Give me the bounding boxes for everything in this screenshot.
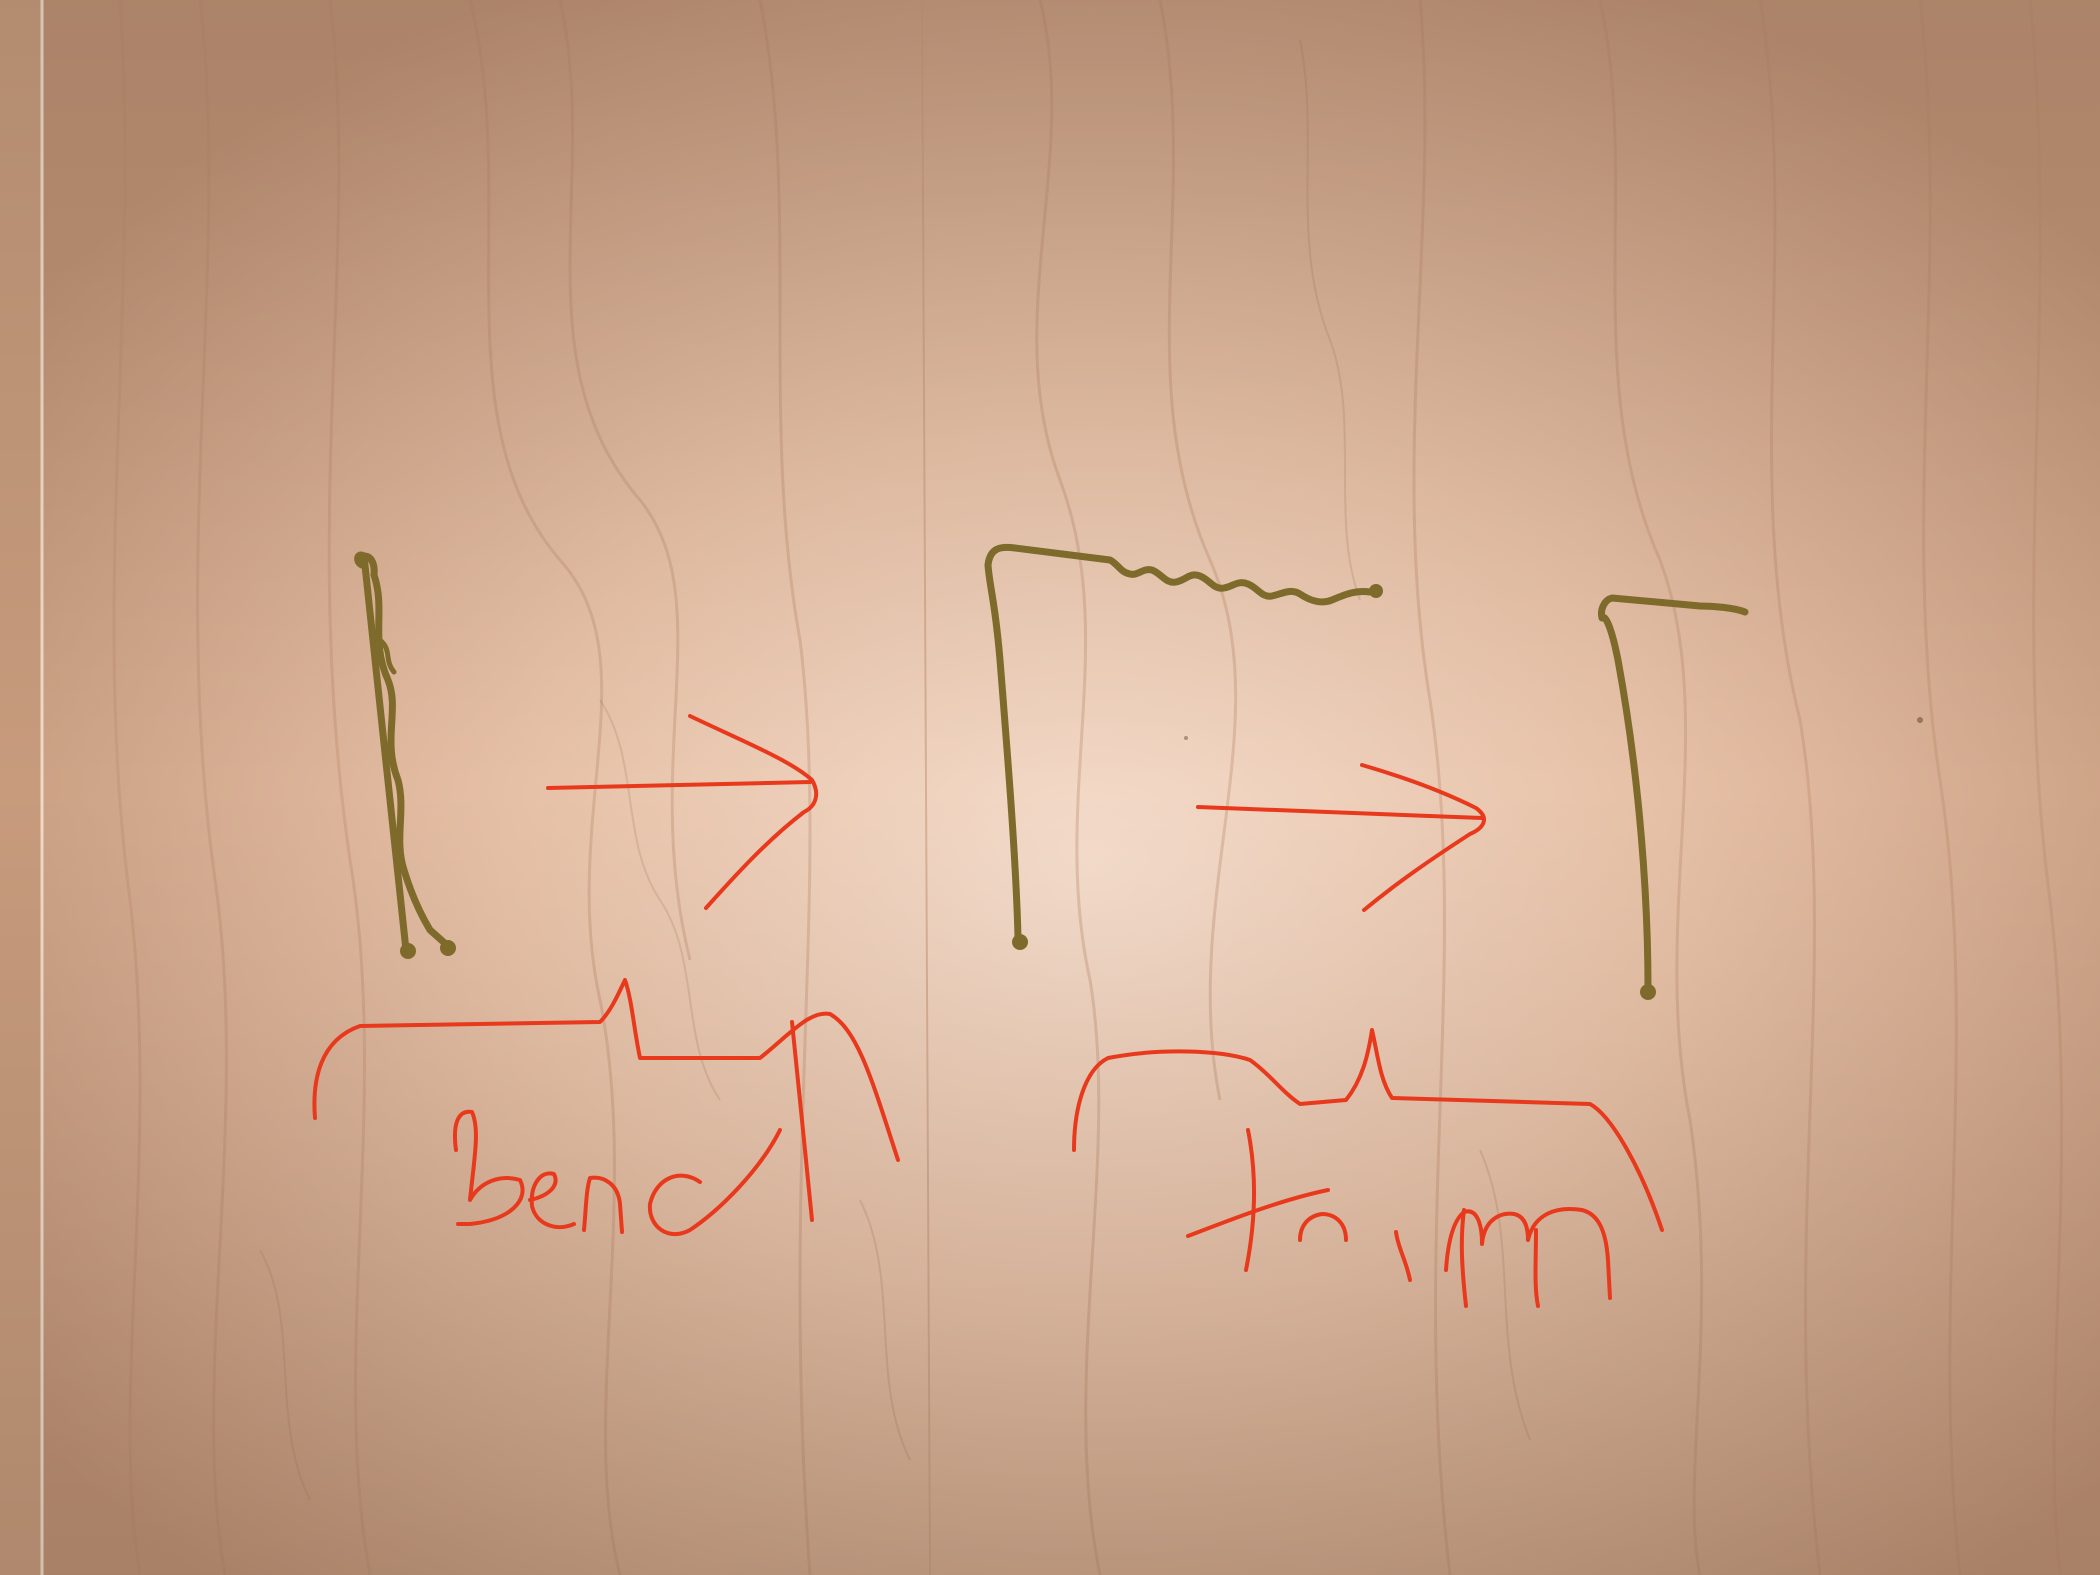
bobby-pin-original-tip-right bbox=[440, 940, 456, 956]
debris-spot bbox=[1184, 736, 1188, 740]
bobby-pin-trimmed-tip bbox=[1640, 984, 1656, 1000]
debris-spot bbox=[1917, 717, 1923, 723]
bobby-pin-bent bbox=[984, 543, 1374, 941]
arrow-trim-step bbox=[1196, 763, 1486, 912]
brace-trim bbox=[1072, 1028, 1664, 1232]
brace-bend bbox=[312, 978, 900, 1162]
bobby-pin-trimmed bbox=[1598, 594, 1749, 992]
handwritten-trim bbox=[1186, 1128, 1612, 1308]
bobby-pin-bent-tip bbox=[1012, 934, 1028, 950]
handwritten-bend bbox=[453, 1020, 814, 1237]
bobby-pin-bent-end bbox=[1369, 584, 1383, 598]
bobby-pin-original bbox=[354, 551, 452, 954]
bobby-pin-original-tip-left bbox=[400, 943, 416, 959]
arrow-bend-step bbox=[546, 714, 819, 910]
